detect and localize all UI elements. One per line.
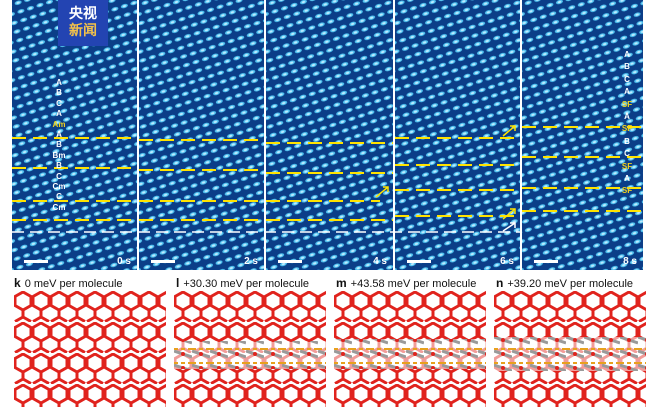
cctv-news-logo: 央视 新闻 — [58, 0, 108, 46]
layer-label: Cm — [52, 182, 66, 191]
molecule-title-l: l +30.30 meV per molecule — [176, 276, 310, 290]
layer-label: SF — [621, 186, 633, 196]
layer-label: C — [56, 192, 62, 202]
panel-divider — [520, 0, 522, 270]
layer-label: A — [56, 130, 62, 139]
layer-label: A — [624, 50, 630, 59]
molecule-title-n: n +39.20 meV per molecule — [496, 276, 634, 290]
tem-panel-4: 4 s — [266, 0, 393, 270]
layer-label: SF — [621, 161, 633, 171]
layer-label: SF — [621, 124, 633, 134]
tem-panel-6: 6 s — [395, 0, 520, 270]
tem-panel-8: 8 s — [522, 0, 643, 270]
time-label: 0 s — [117, 256, 131, 267]
layer-label: B — [56, 161, 62, 171]
layer-label: C — [624, 149, 630, 159]
time-label: 4 s — [373, 256, 387, 267]
tem-panel-2: 2 s — [139, 0, 264, 270]
layer-label: A — [56, 78, 62, 87]
layer-label: Bm — [52, 150, 66, 160]
layer-label: Cm — [52, 202, 66, 212]
layer-label: Am — [52, 119, 66, 129]
molecule-structure-m — [334, 291, 486, 407]
scale-bar — [24, 260, 48, 263]
scale-bar — [407, 260, 431, 263]
scale-bar — [151, 260, 175, 263]
layer-label: A — [624, 112, 630, 121]
layer-label: A — [624, 87, 630, 97]
molecule-structure-n — [494, 291, 646, 407]
molecule-title-m: m +43.58 meV per molecule — [336, 276, 477, 290]
layer-label: C — [56, 98, 62, 108]
layer-label: B — [624, 136, 630, 146]
layer-label: SF — [621, 99, 633, 109]
layer-label: A — [56, 109, 62, 119]
layer-label: C — [624, 74, 630, 84]
panel-divider — [264, 0, 266, 270]
layer-label: B — [56, 88, 62, 98]
panel-divider — [393, 0, 395, 270]
layer-label: B — [56, 140, 62, 150]
layer-label: B — [624, 62, 630, 72]
molecule-structure-l — [174, 291, 326, 407]
panel-divider — [137, 0, 139, 270]
time-label: 8 s — [623, 256, 637, 267]
time-label: 6 s — [500, 256, 514, 267]
scale-bar — [534, 260, 558, 263]
tem-overlay — [12, 125, 643, 233]
layer-label: C — [56, 171, 62, 181]
time-label: 2 s — [244, 256, 258, 267]
scale-bar — [278, 260, 302, 263]
molecule-structure-k — [14, 291, 166, 407]
layer-label: A — [624, 174, 630, 183]
